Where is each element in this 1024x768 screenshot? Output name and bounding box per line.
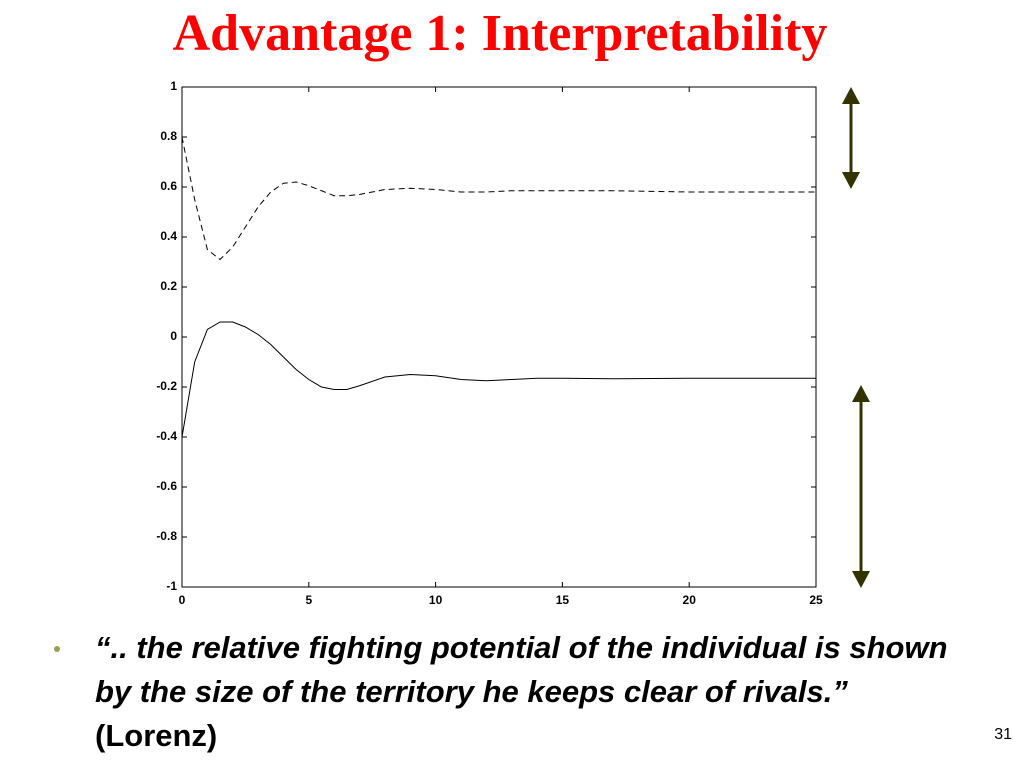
y-tick-label: -0.8: [156, 529, 177, 543]
page-number: 31: [994, 726, 1012, 743]
x-tick-label: 20: [683, 593, 697, 607]
y-tick-label: -0.2: [156, 379, 177, 393]
x-tick-label: 25: [809, 593, 823, 607]
y-tick-label: 1: [170, 79, 177, 93]
y-tick-label: -1: [166, 579, 177, 593]
data-line: [181, 136, 816, 261]
bullet: [54, 646, 60, 652]
x-tick-label: 5: [305, 593, 312, 607]
x-tick-label: 15: [556, 593, 570, 607]
data-line: [181, 321, 816, 438]
y-tick-label: -0.6: [156, 479, 177, 493]
bullet-text: “.. the relative fighting potential of t…: [95, 626, 975, 758]
range-arrow: [842, 87, 860, 189]
y-tick-label: 0.4: [160, 229, 177, 243]
y-tick-label: 0.2: [160, 279, 177, 293]
y-tick-label: 0: [170, 329, 177, 343]
quote: “.. the relative fighting potential of t…: [95, 630, 948, 709]
x-tick-label: 10: [429, 593, 443, 607]
range-arrow: [852, 385, 870, 588]
y-tick-label: 0.6: [160, 179, 177, 193]
plot-frame: [181, 86, 817, 588]
chart: -1-0.8-0.6-0.4-0.200.20.40.60.810 5 10 15 20…: [156, 79, 870, 607]
y-tick-label: 0.8: [160, 129, 177, 143]
quote-source: (Lorenz): [95, 718, 218, 753]
x-tick-label: 0: [179, 593, 186, 607]
y-tick-label: -0.4: [156, 429, 177, 443]
slide-title: Advantage 1: Interpretability: [172, 5, 828, 62]
